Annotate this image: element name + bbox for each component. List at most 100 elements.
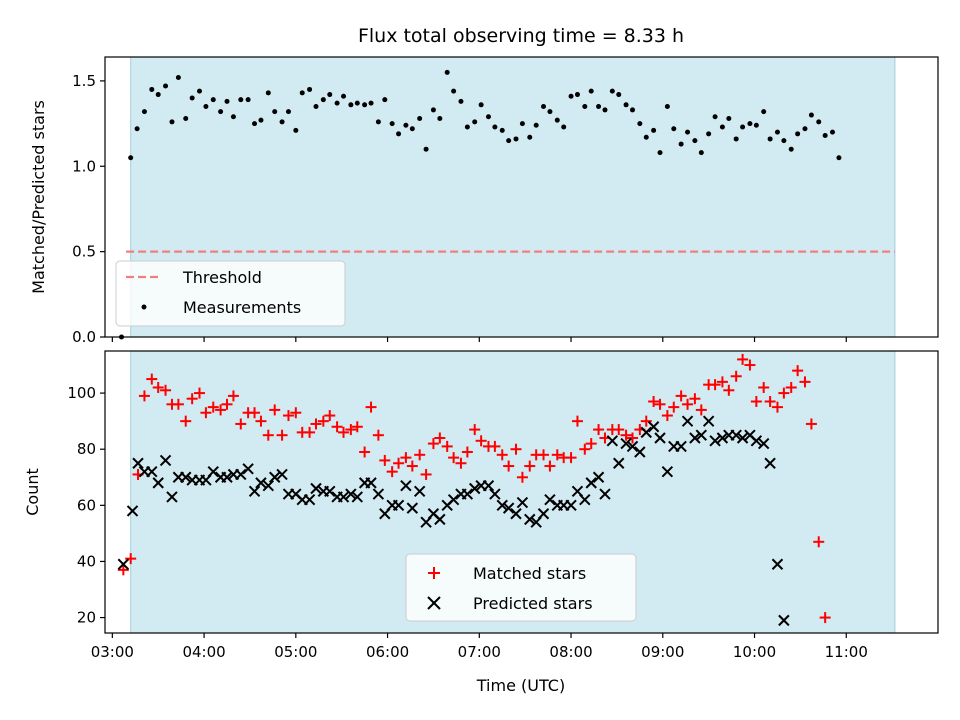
matched-star-point [489, 440, 501, 452]
measurement-point [258, 117, 264, 123]
predicted-star-point [461, 488, 474, 500]
predicted-star-point [537, 508, 550, 520]
xtick-label: 06:00 [366, 643, 409, 661]
measurement-point [533, 122, 539, 128]
measurement-point [285, 109, 291, 115]
matched-star-point [648, 396, 660, 408]
bottom-plot-frame [104, 350, 939, 634]
predicted-star-point [337, 491, 350, 503]
predicted-star-point [221, 471, 233, 483]
matched-star-point [524, 460, 536, 472]
predicted-star-point [502, 502, 515, 514]
measurement-point [657, 150, 663, 156]
predicted-star-point [689, 432, 701, 444]
matched-star-point [386, 466, 398, 478]
matched-star-point [461, 446, 473, 458]
top-ytick-label: 1.0 [72, 157, 96, 175]
matched-star-point [516, 471, 528, 483]
measurement-point [781, 138, 787, 144]
xtick-label: 11:00 [825, 643, 868, 661]
measurement-point [403, 122, 409, 128]
measurement-point [375, 119, 381, 125]
predicted-star-point [482, 479, 495, 492]
matched-star-point [819, 612, 831, 624]
xtick-label: 05:00 [274, 643, 317, 661]
matched-star-point [172, 398, 184, 410]
matched-star-point [207, 401, 219, 413]
measurement-point [574, 92, 580, 98]
matched-star-point [503, 460, 515, 472]
predicted-star-point [613, 457, 625, 469]
measurement-point [478, 102, 484, 108]
measurement-point [761, 109, 767, 115]
predicted-star-point [626, 440, 639, 453]
matched-star-point [593, 424, 605, 436]
measurement-point [334, 100, 340, 106]
matched-star-point [750, 396, 762, 408]
measurement-point [354, 100, 360, 106]
measurement-point [651, 127, 657, 133]
measurement-point [279, 119, 285, 125]
matched-star-point [716, 376, 728, 388]
predicted-star-point [778, 614, 790, 627]
measurement-point [719, 124, 725, 130]
matched-star-point [805, 418, 817, 430]
predicted-star-point [709, 435, 721, 447]
predicted-star-point [606, 435, 619, 447]
predicted-star-point [159, 454, 172, 467]
predicted-star-point [126, 505, 139, 517]
measurement-point [733, 136, 739, 142]
measurement-point [341, 93, 347, 99]
predicted-star-point [510, 508, 522, 520]
top-ytick-label: 0.0 [72, 328, 96, 346]
measurement-point [568, 93, 574, 99]
measurement-point [155, 92, 161, 98]
predicted-star-point [180, 471, 192, 483]
measurement-point [602, 107, 608, 113]
matched-star-point [778, 387, 790, 399]
xtick-label: 04:00 [182, 643, 225, 661]
predicted-star-point [634, 446, 646, 458]
measurement-point [767, 136, 773, 142]
measurement-point [712, 114, 718, 120]
predicted-star-point [235, 468, 247, 481]
predicted-star-point [400, 479, 412, 492]
matched-star-point [317, 415, 329, 427]
measurement-point [616, 92, 622, 98]
matched-star-point [813, 536, 825, 548]
matched-star-point [400, 452, 412, 464]
matched-star-point [180, 415, 192, 427]
predicted-star-point [647, 421, 660, 433]
legend-predicted-label: Predicted stars [473, 594, 593, 613]
matched-star-point [551, 449, 563, 461]
matched-star-point [221, 398, 233, 410]
measurement-point [409, 126, 415, 132]
measurement-point [238, 97, 244, 103]
matched-star-point [723, 384, 735, 396]
predicted-star-point [695, 429, 708, 441]
bottom-panel: 20 40 60 80 100 03:00 04:00 05:00 06:00 07:00 08:… [23, 350, 939, 695]
matched-star-point [372, 429, 384, 441]
predicted-star-point [146, 465, 158, 478]
measurement-point [169, 119, 175, 125]
measurement-point [163, 83, 169, 89]
measurement-point [307, 86, 313, 92]
predicted-star-point [117, 558, 130, 570]
measurement-point [547, 109, 553, 115]
top-plot-frame [104, 56, 939, 338]
measurement-point [506, 138, 512, 144]
matched-star-point [571, 415, 583, 427]
measurement-point [134, 126, 140, 132]
measurement-point [299, 90, 305, 96]
measurement-point [348, 102, 354, 108]
predicted-star-point [255, 477, 267, 489]
measurement-point [706, 131, 712, 137]
legend-measurements-swatch [141, 304, 147, 310]
top-ytick-label: 0.5 [72, 243, 96, 261]
measurement-point [362, 102, 368, 108]
measurement-point [389, 121, 395, 127]
matched-star-point [146, 373, 158, 385]
matched-star-point [152, 381, 164, 393]
top-legend-box [115, 260, 346, 327]
matched-star-point [544, 460, 556, 472]
